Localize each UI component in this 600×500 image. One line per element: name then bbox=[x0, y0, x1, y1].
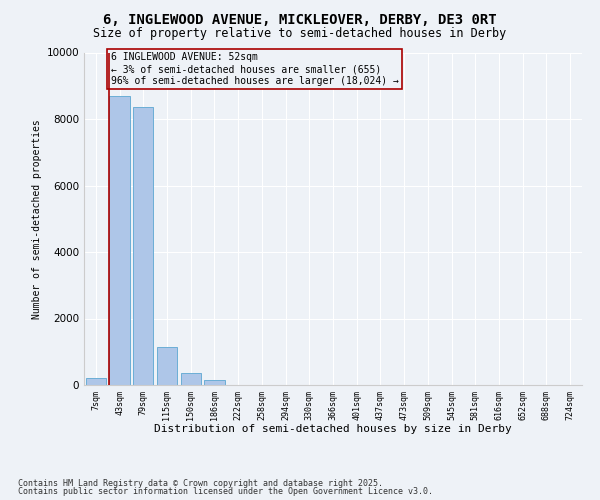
Text: 6, INGLEWOOD AVENUE, MICKLEOVER, DERBY, DE3 0RT: 6, INGLEWOOD AVENUE, MICKLEOVER, DERBY, … bbox=[103, 12, 497, 26]
Bar bbox=[86, 378, 106, 385]
Text: Contains HM Land Registry data © Crown copyright and database right 2025.: Contains HM Land Registry data © Crown c… bbox=[18, 478, 383, 488]
Bar bbox=[181, 374, 201, 385]
X-axis label: Distribution of semi-detached houses by size in Derby: Distribution of semi-detached houses by … bbox=[154, 424, 512, 434]
Text: Contains public sector information licensed under the Open Government Licence v3: Contains public sector information licen… bbox=[18, 487, 433, 496]
Text: Size of property relative to semi-detached houses in Derby: Size of property relative to semi-detach… bbox=[94, 28, 506, 40]
Bar bbox=[205, 380, 224, 385]
Y-axis label: Number of semi-detached properties: Number of semi-detached properties bbox=[32, 119, 43, 318]
Text: 6 INGLEWOOD AVENUE: 52sqm
← 3% of semi-detached houses are smaller (655)
96% of : 6 INGLEWOOD AVENUE: 52sqm ← 3% of semi-d… bbox=[110, 52, 398, 86]
Bar bbox=[109, 96, 130, 385]
Bar bbox=[133, 108, 154, 385]
Bar bbox=[157, 347, 177, 385]
